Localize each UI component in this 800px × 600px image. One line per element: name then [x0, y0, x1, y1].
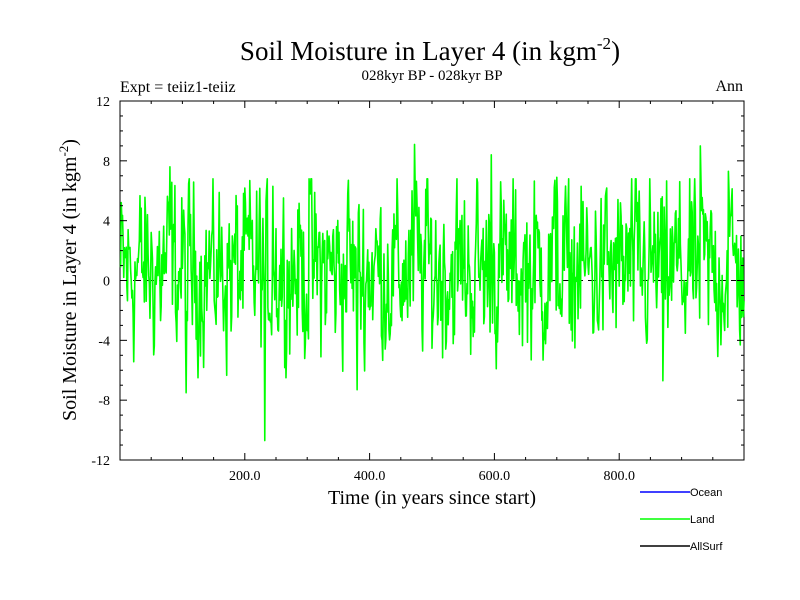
x-tick-label: 400.0 — [354, 469, 386, 484]
chart-title-sup: -2 — [597, 34, 611, 53]
y-tick-label: 4 — [103, 215, 110, 230]
chart-title-close: ) — [611, 36, 620, 66]
y-axis-ticks: -12 -8 -4 0 4 8 12 — [91, 95, 744, 469]
legend: Ocean Land AllSurf — [640, 487, 723, 553]
chart-title: Soil Moisture in Layer 4 (in kgm-2) — [240, 34, 620, 66]
y-axis-label-close: ) — [59, 139, 81, 146]
x-tick-label: 800.0 — [603, 469, 635, 484]
legend-label-land: Land — [690, 514, 714, 526]
season-label: Ann — [715, 78, 743, 95]
y-tick-label: -12 — [91, 454, 110, 469]
chart-title-main: Soil Moisture in Layer 4 (in kgm — [240, 36, 597, 66]
chart-subtitle: 028kyr BP - 028kyr BP — [361, 68, 502, 84]
y-tick-label: 8 — [103, 155, 110, 170]
y-axis-label-sup: -2 — [56, 146, 71, 157]
expt-label: Expt = teiiz1-teiiz — [120, 79, 236, 96]
y-axis-label: Soil Moisture in Layer 4 (in kgm-2) — [56, 139, 81, 421]
y-tick-label: 12 — [96, 95, 110, 110]
y-tick-label: -4 — [98, 334, 110, 349]
x-axis-ticks: 200.0 400.0 600.0 800.0 — [150, 101, 714, 484]
x-tick-label: 600.0 — [479, 469, 511, 484]
x-tick-label: 200.0 — [229, 469, 261, 484]
y-tick-label: -8 — [98, 394, 110, 409]
legend-label-allsurf: AllSurf — [690, 541, 723, 553]
series-land-line — [119, 143, 745, 442]
x-axis-label: Time (in years since start) — [328, 487, 536, 509]
legend-label-ocean: Ocean — [690, 487, 722, 499]
y-axis-label-main: Soil Moisture in Layer 4 (in kgm — [59, 156, 81, 421]
y-tick-label: 0 — [103, 275, 110, 290]
